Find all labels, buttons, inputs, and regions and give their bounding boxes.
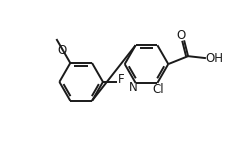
Text: OH: OH <box>206 52 224 65</box>
Text: F: F <box>117 73 124 86</box>
Text: N: N <box>129 81 138 94</box>
Text: O: O <box>58 43 67 57</box>
Text: Cl: Cl <box>153 83 164 96</box>
Text: O: O <box>177 29 186 42</box>
